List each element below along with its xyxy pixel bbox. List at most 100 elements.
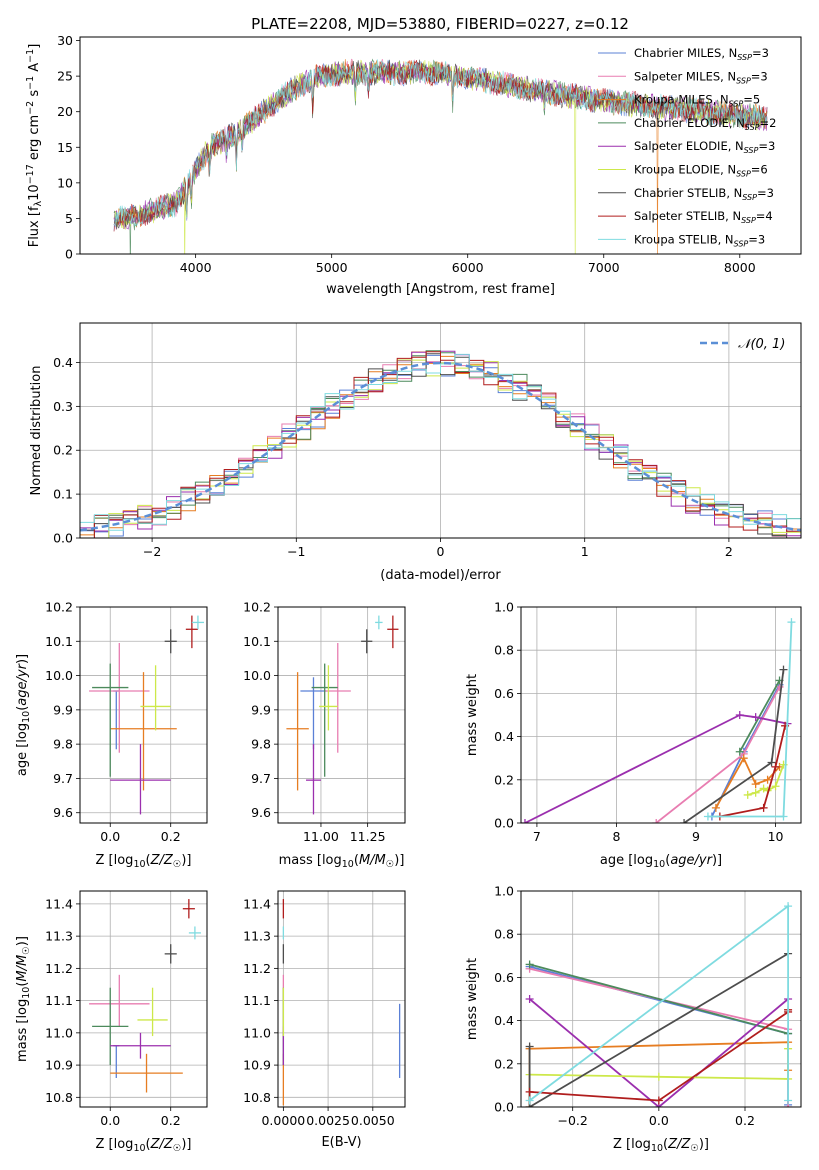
weight-marker <box>751 780 760 789</box>
y-tick-label: 9.7 <box>251 771 271 786</box>
legend-label: Salpeter ELODIE, NSSP=3 <box>634 139 775 155</box>
y-tick-label: 0.4 <box>494 729 514 744</box>
x-axis-label: mass [log10(M/M☉)] <box>279 853 405 870</box>
errorbars <box>89 615 204 815</box>
weight-marker <box>525 1087 534 1096</box>
histograms <box>80 350 801 538</box>
y-tick-label: 25 <box>57 69 73 84</box>
weight-marker <box>521 819 529 823</box>
errorbars <box>89 899 201 1093</box>
y-tick-label: 10.2 <box>45 600 73 615</box>
y-tick-label: 11.4 <box>45 896 73 911</box>
weight-marker <box>751 713 760 722</box>
y-tick-label: 9.9 <box>53 702 73 717</box>
y-tick-label: 10.8 <box>243 1090 271 1105</box>
y-tick-label: 0.8 <box>494 927 514 942</box>
axes-frame <box>277 890 406 1108</box>
legend-label: Salpeter STELIB, NSSP=4 <box>634 209 773 225</box>
x-axis-label: Z [log10(Z/Z☉)] <box>96 1137 192 1154</box>
weight-marker <box>654 1096 663 1105</box>
y-tick-label: 10.0 <box>243 668 271 683</box>
weight-marker <box>735 747 744 756</box>
legend-label: Chabrier MILES, NSSP=3 <box>634 46 769 62</box>
y-tick-label: 9.8 <box>53 737 73 752</box>
y-tick-label: 11.0 <box>243 1025 271 1040</box>
x-axis-label: age [log10(age/yr)] <box>600 853 722 870</box>
y-tick-label: 11.1 <box>45 993 73 1008</box>
x-tick-label: 11.25 <box>350 829 386 844</box>
y-tick-label: 11.3 <box>243 929 271 944</box>
weight-marker <box>711 803 720 812</box>
axes-frame <box>79 322 802 539</box>
y-tick-label: 0.0 <box>494 1100 514 1115</box>
y-tick-label: 0.1 <box>53 487 73 502</box>
y-tick-label: 11.2 <box>45 961 73 976</box>
weight-lines <box>521 618 796 823</box>
legend-label: 𝒩(0, 1) <box>738 337 785 352</box>
x-tick-label: 8 <box>612 829 620 844</box>
weight-series <box>529 963 789 1035</box>
errorbars <box>286 615 399 815</box>
y-tick-label: 10.1 <box>243 634 271 649</box>
x-tick-label: 0.2 <box>735 1113 755 1128</box>
weight-marker <box>779 812 788 821</box>
y-tick-label: 0.6 <box>494 686 514 701</box>
weight-marker <box>654 1072 663 1081</box>
x-axis-label: wavelength [Angstrom, rest frame] <box>326 282 555 297</box>
x-tick-label: 8000 <box>724 260 756 275</box>
y-axis-label: age [log10(age/yr)] <box>15 654 32 776</box>
y-tick-label: 10.8 <box>45 1090 73 1105</box>
legend-label: Salpeter MILES, NSSP=3 <box>634 69 768 85</box>
y-tick-label: 1.0 <box>494 884 514 899</box>
axes-frame <box>79 606 208 824</box>
legend-label: Kroupa MILES, NSSP=5 <box>634 93 760 109</box>
weight-series <box>707 622 793 818</box>
spectrum-series <box>113 59 768 228</box>
mass_vs_ebv-panel: 0.0000 0.0025 0.0050 10.8 10.9 11.0 11.1 11.2 11… <box>243 890 406 1150</box>
x-tick-label: 9 <box>692 829 700 844</box>
y-axis-label: mass weight <box>465 674 480 756</box>
y-axis-label: Normed distribution <box>29 366 44 496</box>
weight-marker <box>767 758 776 767</box>
x-axis-label: E(B-V) <box>321 1135 361 1150</box>
weight-marker <box>771 762 780 771</box>
x-tick-label: 0.2 <box>161 1113 181 1128</box>
y-tick-label: 10 <box>57 175 73 190</box>
weight-marker <box>652 819 661 823</box>
y-tick-label: 0.4 <box>494 1013 514 1028</box>
weight-marker <box>735 711 744 719</box>
x-axis-label: Z [log10(Z/Z☉)] <box>96 853 192 870</box>
x-tick-label: 0.2 <box>161 829 181 844</box>
residuals-panel: −2 −1 0 1 2 0.0 0.1 0.2 0.3 0.4 𝒩(0, 1) (data-model… <box>29 322 802 583</box>
weight_vs_age-panel: 7 8 9 10 0.0 0.2 0.4 0.6 0.8 1.0 age [log10(age/yr… <box>465 600 802 870</box>
x-axis-label: (data-model)/error <box>380 568 501 583</box>
errorbars <box>282 899 401 1106</box>
axes-frame <box>520 606 802 824</box>
weight-series <box>739 679 781 753</box>
x-tick-label: −0.2 <box>558 1113 588 1128</box>
x-tick-label: 0.0 <box>100 1113 120 1128</box>
x-tick-label: 0.0025 <box>306 1113 350 1128</box>
y-tick-label: 1.0 <box>494 600 514 615</box>
y-tick-label: 10.2 <box>243 600 271 615</box>
y-tick-label: 0.2 <box>494 772 514 787</box>
weight-marker <box>784 1096 793 1105</box>
weight-marker <box>779 665 788 674</box>
x-tick-label: 2 <box>725 544 733 559</box>
y-tick-label: 0.0 <box>494 816 514 831</box>
legend-label: Kroupa STELIB, NSSP=3 <box>634 232 765 248</box>
spectrum-legend: Chabrier MILES, NSSP=3 Salpeter MILES, NS… <box>598 46 776 248</box>
y-tick-label: 11.0 <box>45 1025 73 1040</box>
y-tick-label: 10.1 <box>45 634 73 649</box>
y-tick-label: 11.3 <box>45 929 73 944</box>
y-tick-label: 10.0 <box>45 668 73 683</box>
x-tick-label: −2 <box>143 544 161 559</box>
weight-marker <box>787 618 796 627</box>
weight-marker <box>525 995 534 1003</box>
y-axis-label: mass [log10(M/M☉)] <box>15 936 32 1062</box>
legend-label: Kroupa ELODIE, NSSP=6 <box>634 163 768 179</box>
weight-marker <box>525 1096 534 1105</box>
legend-label: Chabrier STELIB, NSSP=3 <box>634 186 774 202</box>
weight-marker <box>763 775 772 784</box>
